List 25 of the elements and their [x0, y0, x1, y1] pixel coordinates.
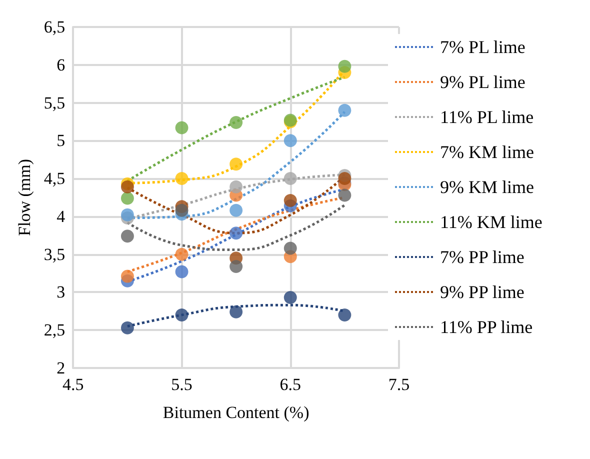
y-axis-title: Flow (mm): [15, 159, 34, 236]
y-tick-label: 5: [56, 131, 66, 150]
y-tick-label: 6: [56, 55, 66, 74]
y-tick-label: 3: [56, 282, 66, 302]
y-tick-label: 4: [56, 206, 66, 226]
legend-label: 7% KM lime: [440, 142, 534, 162]
x-tick-label: 4.5: [62, 375, 84, 394]
legend-label: 7% PP lime: [440, 247, 524, 267]
legend-label: 9% PL lime: [440, 72, 526, 92]
legend-label: 11% PL lime: [440, 107, 534, 127]
x-axis-title: Bitumen Content (%): [162, 403, 310, 422]
y-tick-label: 6,5: [44, 18, 66, 36]
x-tick-label: 6.5: [280, 375, 302, 394]
legend-label: 9% PP lime: [440, 282, 524, 302]
x-tick-label: 5.5: [171, 375, 192, 394]
y-tick-label: 2,5: [44, 320, 66, 340]
legend-label: 7% PL lime: [440, 37, 526, 57]
y-tick-label: 3,5: [44, 244, 66, 264]
y-tick-label: 2: [56, 358, 66, 378]
y-tick-label: 4,5: [44, 169, 66, 188]
legend-label: 11% KM lime: [440, 212, 542, 232]
y-tick-label: 5,5: [44, 93, 66, 112]
legend-label: 9% KM lime: [440, 177, 534, 197]
x-tick-label: 7.5: [388, 375, 410, 394]
legend-label: 11% PP lime: [440, 317, 533, 337]
